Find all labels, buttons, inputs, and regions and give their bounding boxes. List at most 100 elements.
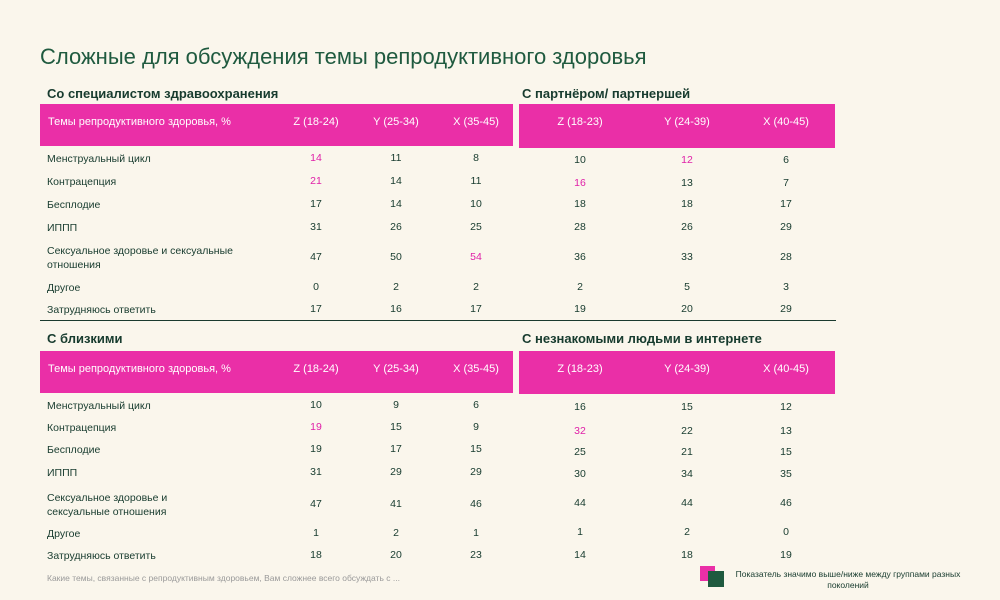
table-cell: 12	[681, 154, 693, 166]
table-cell: 2	[684, 526, 690, 538]
table-cell: 23	[470, 549, 482, 561]
column-header-z: Z (18-24)	[293, 116, 339, 128]
table-cell: 31	[310, 466, 322, 478]
table-cell: 13	[681, 177, 693, 189]
row-label: Контрацепция	[47, 422, 117, 434]
row-label: Контрацепция	[47, 176, 117, 188]
table-cell: 17	[780, 198, 792, 210]
column-header-y: Y (24-39)	[664, 116, 710, 128]
table-cell: 18	[310, 549, 322, 561]
table-cell: 6	[473, 399, 479, 411]
table-cell: 14	[310, 152, 322, 164]
table-cell: 1	[577, 526, 583, 538]
table-cell: 25	[470, 221, 482, 233]
row-label: Затрудняюсь ответить	[47, 550, 156, 562]
table-cell: 10	[310, 399, 322, 411]
row-label: Другое	[47, 528, 81, 540]
table-cell: 29	[780, 221, 792, 233]
table-cell: 44	[574, 497, 586, 509]
table-cell: 21	[310, 175, 322, 187]
partner-section-title: С партнёром/ партнершей	[522, 86, 691, 101]
table-cell: 29	[390, 466, 402, 478]
table-cell: 15	[780, 446, 792, 458]
table-cell: 32	[574, 425, 586, 437]
table-cell: 50	[390, 251, 402, 263]
internet-table-header: Z (18-23) Y (24-39) X (40-45)	[519, 351, 835, 394]
table-cell: 14	[390, 198, 402, 210]
table-cell: 0	[783, 526, 789, 538]
column-header-y: Y (25-34)	[373, 363, 419, 375]
table-cell: 17	[470, 303, 482, 315]
health-table-header: Темы репродуктивного здоровья, % Z (18-2…	[40, 104, 513, 146]
table-cell: 9	[393, 399, 399, 411]
table-cell: 47	[310, 498, 322, 510]
table-cell: 36	[574, 251, 586, 263]
table-cell: 30	[574, 468, 586, 480]
table-cell: 26	[681, 221, 693, 233]
row-label: Сексуальное здоровье и сексуальные отнош…	[47, 492, 168, 518]
table-cell: 46	[470, 498, 482, 510]
table-cell: 9	[473, 421, 479, 433]
table-cell: 7	[783, 177, 789, 189]
topic-column-header: Темы репродуктивного здоровья, %	[48, 363, 231, 375]
table-cell: 21	[681, 446, 693, 458]
column-header-y: Y (25-34)	[373, 116, 419, 128]
partner-table-header: Z (18-23) Y (24-39) X (40-45)	[519, 104, 835, 148]
table-cell: 19	[310, 443, 322, 455]
column-header-z: Z (18-23)	[557, 116, 603, 128]
row-label: Сексуальное здоровье и сексуальные отнош…	[47, 245, 233, 271]
internet-section-title: С незнакомыми людьми в интернете	[522, 331, 762, 346]
table-cell: 34	[681, 468, 693, 480]
column-header-y: Y (24-39)	[664, 363, 710, 375]
table-cell: 5	[684, 281, 690, 293]
table-cell: 19	[310, 421, 322, 433]
column-header-z: Z (18-24)	[293, 363, 339, 375]
table-cell: 17	[310, 198, 322, 210]
table-cell: 15	[681, 401, 693, 413]
table-cell: 16	[574, 401, 586, 413]
table-cell: 10	[470, 198, 482, 210]
row-label: Менструальный цикл	[47, 400, 151, 412]
table-cell: 29	[470, 466, 482, 478]
close-section-title: С близкими	[47, 331, 123, 346]
row-label: Бесплодие	[47, 444, 101, 456]
close-table-header: Темы репродуктивного здоровья, % Z (18-2…	[40, 351, 513, 393]
table-cell: 17	[310, 303, 322, 315]
table-cell: 28	[574, 221, 586, 233]
table-cell: 2	[393, 527, 399, 539]
row-label: Затрудняюсь ответить	[47, 304, 156, 316]
row-label: Другое	[47, 282, 81, 294]
table-cell: 16	[574, 177, 586, 189]
page-title: Сложные для обсуждения темы репродуктивн…	[40, 44, 647, 69]
table-cell: 47	[310, 251, 322, 263]
table-cell: 11	[390, 152, 402, 164]
table-cell: 44	[681, 497, 693, 509]
table-cell: 18	[681, 198, 693, 210]
row-label: ИППП	[47, 222, 78, 234]
significance-legend-icon	[700, 566, 724, 588]
health-section-title: Со специалистом здравоохранения	[47, 86, 279, 101]
table-cell: 54	[470, 251, 482, 263]
table-cell: 18	[574, 198, 586, 210]
table-cell: 11	[470, 175, 482, 187]
table-cell: 25	[574, 446, 586, 458]
table-cell: 3	[783, 281, 789, 293]
table-cell: 13	[780, 425, 792, 437]
table-cell: 2	[393, 281, 399, 293]
table-cell: 29	[780, 303, 792, 315]
table-cell: 15	[470, 443, 482, 455]
table-cell: 8	[473, 152, 479, 164]
table-cell: 28	[780, 251, 792, 263]
column-header-z: Z (18-23)	[557, 363, 603, 375]
table-cell: 2	[577, 281, 583, 293]
table-cell: 1	[473, 527, 479, 539]
table-cell: 0	[313, 281, 319, 293]
table-cell: 35	[780, 468, 792, 480]
table-cell: 16	[390, 303, 402, 315]
table-cell: 14	[574, 549, 586, 561]
table-cell: 10	[574, 154, 586, 166]
legend-text: Показатель значимо выше/ниже между групп…	[735, 569, 961, 590]
section-divider	[40, 320, 836, 321]
table-cell: 1	[313, 527, 319, 539]
table-cell: 20	[390, 549, 402, 561]
